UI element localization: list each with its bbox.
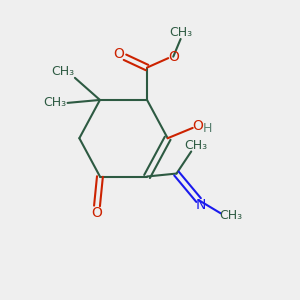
Text: O: O (168, 50, 179, 64)
Text: CH₃: CH₃ (51, 65, 74, 78)
Text: CH₃: CH₃ (169, 26, 192, 39)
Text: CH₃: CH₃ (184, 139, 207, 152)
Text: O: O (192, 118, 203, 133)
Text: CH₃: CH₃ (219, 209, 242, 222)
Text: O: O (113, 47, 124, 61)
Text: N: N (196, 198, 206, 212)
Text: H: H (203, 122, 212, 135)
Text: O: O (91, 206, 102, 220)
Text: CH₃: CH₃ (44, 96, 67, 110)
